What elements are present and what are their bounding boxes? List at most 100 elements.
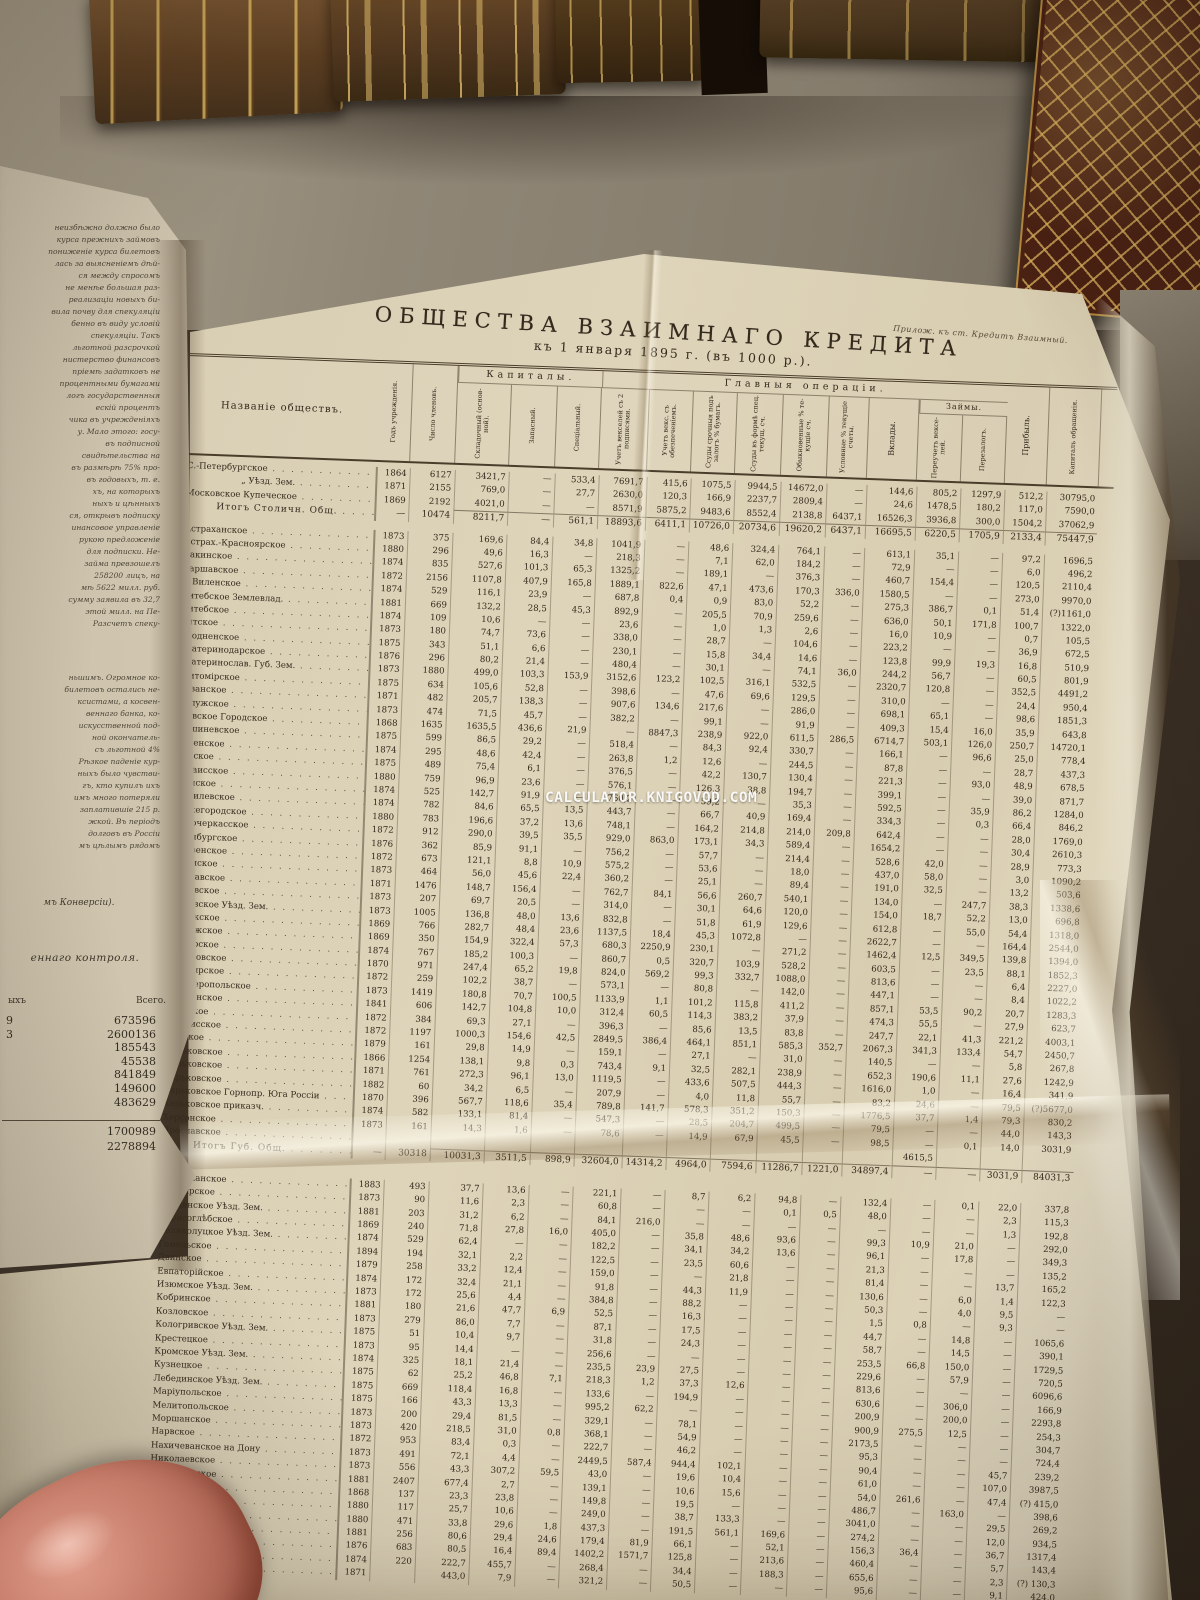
year-founded: 1869 [347, 1218, 383, 1234]
year-founded: 1872 [371, 569, 407, 585]
left-text-line: чика въ учрежденіяхъ [68, 415, 160, 424]
year-founded: 1871 [335, 1566, 370, 1582]
value-cell: 6437,1 [824, 523, 866, 539]
value-cell: — [785, 1582, 827, 1598]
table-section: Астраханское1873375169,684,434,81041,9—4… [159, 522, 1111, 1185]
left-note: мъ Конверсіи). [43, 898, 115, 908]
fingertip-highlight [8, 1495, 127, 1594]
left-text-line: съ льготной 4% [94, 745, 160, 754]
value-cell: 7,9 [468, 1571, 515, 1587]
year-founded: 1875 [367, 676, 403, 692]
left-heading: еннаго контроля. [30, 952, 140, 964]
left-text-line: ныхъ и цѣнныхъ [92, 499, 160, 508]
year-founded: 1871 [360, 877, 395, 892]
left-text-line: въ подписной [105, 439, 160, 448]
year-founded: 1873 [373, 529, 408, 545]
year-founded: 1873 [341, 1405, 376, 1421]
value-cell: — [739, 1581, 787, 1597]
col-header-op4: Ссуды въ формѣ спец. текущ. сч. [734, 393, 784, 475]
left-text-line: этой милл. на Пе- [85, 607, 160, 616]
left-text-line: не менѣе большая раз- [65, 283, 160, 292]
left-number-row: 149600 [2, 1082, 160, 1096]
left-text-line: жкой. Въ періодъ [88, 817, 160, 826]
year-founded: 1872 [354, 1024, 390, 1040]
col-header-profit: Прибыль. [1004, 386, 1051, 485]
value-cell: 321,2 [557, 1574, 607, 1590]
left-text-line: пониженіе курса билетовъ [48, 247, 160, 256]
year-founded: 1872 [362, 823, 397, 839]
col-header-deposits: Вклады. [866, 397, 920, 480]
year-founded: 1874 [345, 1272, 381, 1287]
left-text-line: для подписки. Не- [86, 547, 160, 556]
year-founded: 1874 [370, 609, 405, 625]
left-text-line: бенно въ виду условій [71, 319, 160, 328]
year-founded: 1875 [341, 1392, 376, 1408]
left-text-1: неизбѣжно должно было курса прежнихъ займ… [2, 222, 160, 630]
gold-diamond-pattern [1020, 0, 1200, 320]
year-founded: 1872 [361, 850, 396, 866]
year-founded: 1873 [366, 703, 402, 719]
left-text-line: ныхъ было чувстви- [77, 769, 160, 778]
left-text-line: мъ цѣлымъ рядомъ [78, 841, 160, 850]
year-founded: 1875 [343, 1325, 379, 1341]
year-founded: 1873 [348, 1191, 384, 1207]
table-section: Аккерманское188349337,713,6—221,1—8,76,2… [143, 1171, 1087, 1600]
left-text-line: долговъ въ Россіи [88, 829, 160, 838]
year-founded: 1871 [353, 1064, 388, 1080]
year-founded: 1871 [367, 690, 402, 705]
left-number-row: 9 673596 [2, 1014, 160, 1028]
gold-tooling [330, 0, 566, 103]
left-text-line: Разсчетъ спеку- [92, 619, 160, 628]
year-founded: 1873 [359, 904, 394, 919]
year-founded: 1869 [358, 930, 393, 946]
left-number-row: 45538 [2, 1055, 160, 1069]
col-header-op9: Переза­логъ. [960, 415, 1008, 483]
year-founded: 1874 [335, 1553, 371, 1568]
value-cell: — [605, 1576, 651, 1592]
value-cell: 424,0 [1005, 1591, 1059, 1600]
left-text-line: гъ, кто купилъ ихъ [82, 781, 160, 790]
left-totals: 1700989 2278894 [2, 1120, 160, 1154]
year-founded: 1870 [357, 957, 392, 973]
year-founded: 1873 [339, 1446, 375, 1461]
year-founded: 1881 [344, 1298, 380, 1314]
year-founded: 1879 [346, 1258, 381, 1274]
leather-book-spine [759, 0, 1061, 63]
year-founded: 1881 [348, 1205, 383, 1220]
year-founded: 1872 [356, 971, 392, 986]
year-founded: 1872 [340, 1432, 375, 1448]
left-text-line: рукою предложеніе [79, 535, 160, 544]
left-text-line: льготной разсрочкой [72, 343, 160, 352]
year-founded: 1881 [336, 1526, 372, 1541]
value-cell: 95,6 [825, 1584, 877, 1600]
left-text-line: ньшимъ. Огромное ко- [68, 673, 160, 682]
value-cell: 443,0 [414, 1569, 469, 1585]
year-founded: 1874 [365, 743, 400, 759]
year-founded: 1875 [369, 636, 404, 652]
year-founded: 1879 [354, 1037, 389, 1053]
col-header-cap-main: Скла­дочный (основ­ной). [455, 382, 513, 465]
value-cell: 561,1 [552, 513, 598, 529]
left-number-value: 185543 [114, 1041, 156, 1055]
year-founded: 1873 [368, 663, 403, 678]
year-founded: 1880 [337, 1499, 373, 1515]
watermark-middle: CALCULATOR.KNIGOVOD.COM [545, 790, 758, 806]
year-founded: 1873 [340, 1419, 375, 1434]
year-founded: 1880 [337, 1512, 372, 1528]
value-cell: — [693, 1579, 741, 1595]
year-founded: 1841 [355, 997, 391, 1013]
left-text-line: курса прежнихъ займовъ [56, 235, 160, 244]
col-header-members: Число членовъ. [410, 364, 459, 463]
value-cell: 50,5 [649, 1577, 695, 1593]
left-col-stub: ыхъ [8, 996, 26, 1006]
left-text-line: логъ государственныя [66, 391, 160, 400]
left-text-line: въ размѣрѣ 75% про- [71, 463, 160, 472]
value-cell: 6220,5 [914, 526, 960, 542]
left-text-line: инансовое управленіе [71, 523, 160, 532]
value-cell: 1221,0 [801, 1161, 842, 1177]
left-number-row: 483629 [2, 1096, 160, 1110]
year-founded: 1875 [342, 1365, 377, 1381]
year-founded: 1875 [364, 756, 400, 772]
